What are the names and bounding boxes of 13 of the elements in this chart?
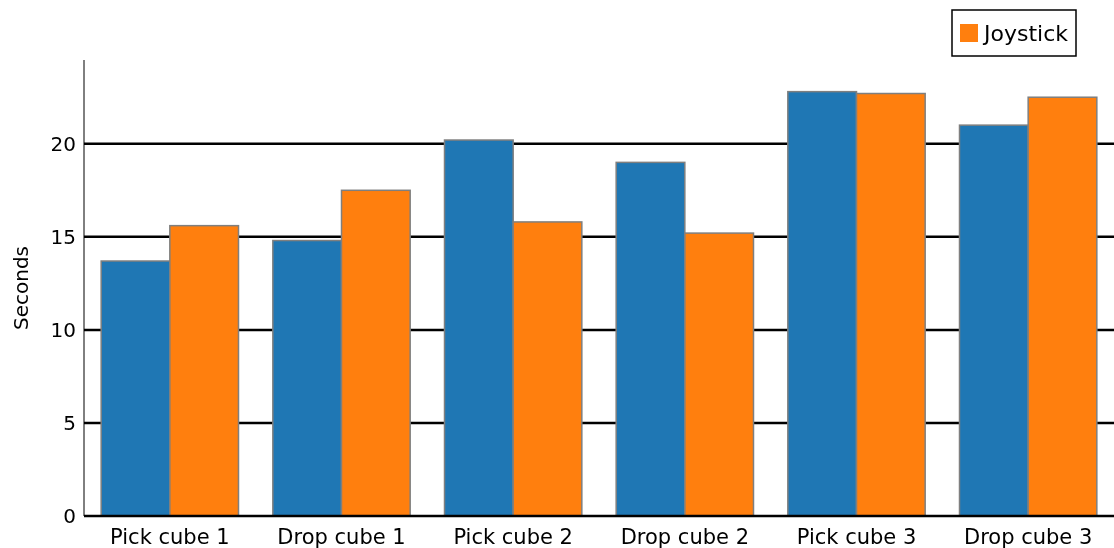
y-axis-title: Seconds xyxy=(9,245,33,331)
x-tick-label: Drop cube 1 xyxy=(277,525,406,548)
x-tick-label: Pick cube 2 xyxy=(453,525,573,548)
y-tick-label: 15 xyxy=(50,224,76,249)
y-tick-label: 0 xyxy=(63,504,76,528)
legend-label: Joystick xyxy=(982,20,1069,46)
x-tick-label: Drop cube 3 xyxy=(963,525,1093,548)
x-tick-label: Pick cube 1 xyxy=(110,525,230,548)
y-tick-label: 5 xyxy=(63,410,76,435)
x-tick-label: Drop cube 2 xyxy=(620,525,750,548)
x-tick-label: Pick cube 3 xyxy=(796,525,917,548)
y-tick-label: 10 xyxy=(50,317,76,342)
y-tick-label: 20 xyxy=(50,131,76,156)
